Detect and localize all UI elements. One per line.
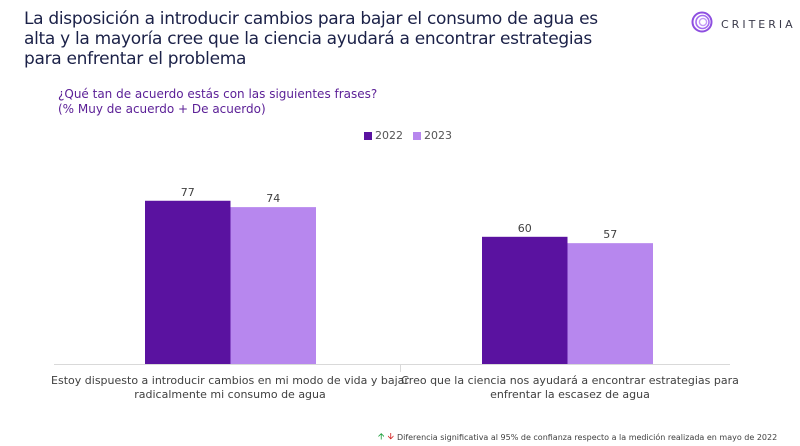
data-label-2023-category-1: 74 (266, 192, 280, 205)
arrow-up-icon: 🡩 (378, 432, 385, 442)
legend-label-2022: 2022 (375, 129, 403, 142)
chart-legend: 2022 2023 (364, 129, 452, 142)
bar-2022-category-2 (482, 236, 568, 364)
question-line-1: ¿Qué tan de acuerdo estás con las siguie… (58, 87, 378, 101)
question-line-2: (% Muy de acuerdo + De acuerdo) (58, 102, 266, 116)
legend-swatch-2023 (413, 131, 421, 140)
footnote: 🡩 🡫 Diferencia significativa al 95% de c… (378, 429, 777, 445)
spiral-logo-icon (691, 11, 713, 37)
category-label-2: Creo que la ciencia nos ayudará a encont… (401, 374, 739, 401)
bar-2023-category-2 (567, 243, 653, 364)
data-label-2022-category-2: 60 (518, 222, 532, 235)
data-label-2023-category-2: 57 (603, 228, 617, 241)
legend-label-2023: 2023 (424, 129, 452, 142)
chart-question: ¿Qué tan de acuerdo estás con las siguie… (58, 87, 377, 117)
arrow-down-icon: 🡫 (387, 432, 394, 442)
criteria-logo: CRITERIA (691, 11, 796, 37)
legend-swatch-2022 (364, 131, 372, 140)
legend-item-2023: 2023 (413, 129, 452, 142)
logo-text: CRITERIA (721, 17, 796, 31)
data-label-2022-category-1: 77 (181, 186, 195, 199)
bar-2022-category-1 (145, 200, 231, 364)
footnote-text: Diferencia significativa al 95% de confi… (396, 432, 778, 442)
legend-item-2022: 2022 (364, 129, 403, 142)
bar-2023-category-1 (230, 207, 316, 364)
page-title: La disposición a introducir cambios para… (24, 9, 598, 69)
category-label-1: Estoy dispuesto a introducir cambios en … (51, 374, 409, 401)
